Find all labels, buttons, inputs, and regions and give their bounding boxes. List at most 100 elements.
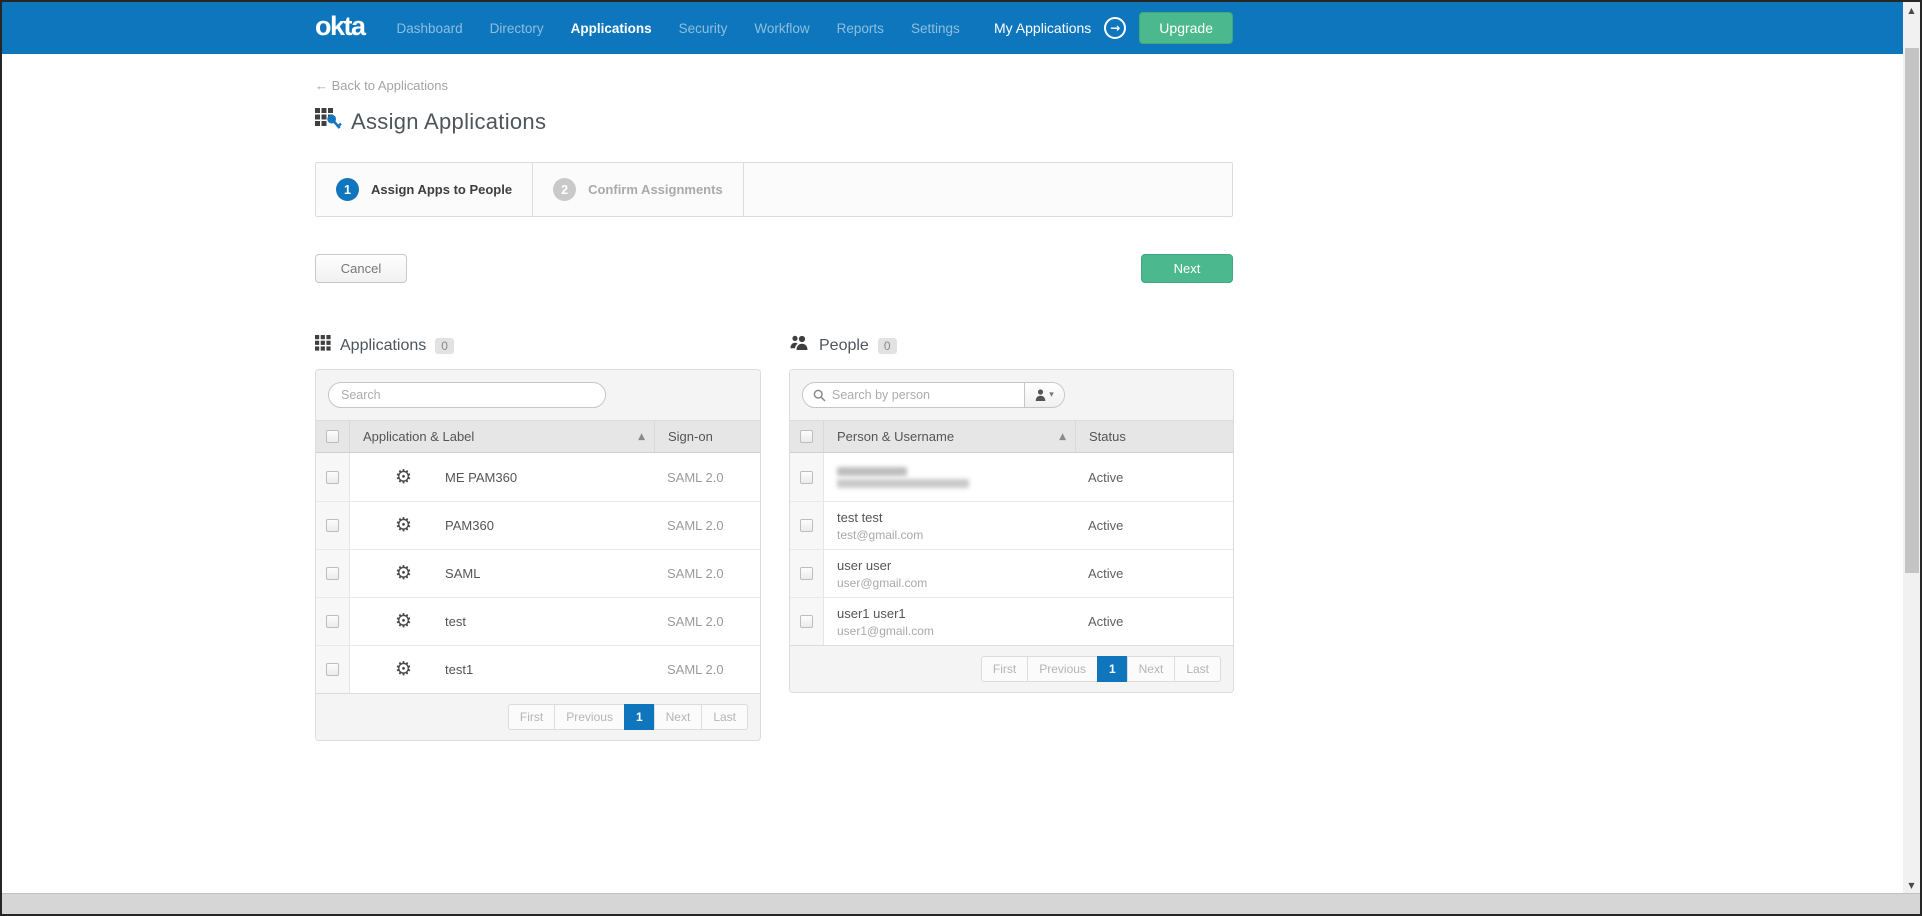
panels: Applications 0 Application & Label xyxy=(315,335,1234,769)
application-name: SAML xyxy=(445,566,481,581)
signon-column-header: Sign-on xyxy=(654,421,760,452)
step-assign-apps-to-people: 1 Assign Apps to People xyxy=(316,163,534,216)
assign-applications-icon xyxy=(315,107,342,136)
row-checkbox-cell xyxy=(790,550,824,597)
people-column: People 0 xyxy=(789,335,1234,693)
nav-item-security[interactable]: Security xyxy=(678,20,728,36)
person-status: Active xyxy=(1088,469,1124,485)
people-select-all-checkbox[interactable] xyxy=(800,430,813,443)
applications-column: Applications 0 Application & Label xyxy=(315,335,761,741)
application-row-checkbox[interactable] xyxy=(326,519,339,532)
person-status: Active xyxy=(1088,614,1124,629)
pagination-previous[interactable]: Previous xyxy=(554,704,625,730)
person-username: user@gmail.com xyxy=(837,575,928,590)
application-name: test1 xyxy=(445,662,474,677)
application-row-checkbox[interactable] xyxy=(326,663,339,676)
people-count-badge: 0 xyxy=(877,337,897,354)
applications-table-body: ⚙ ME PAM360 SAML 2.0 ⚙ PAM360 SAML 2.0 ⚙ SAML SA… xyxy=(316,453,760,693)
next-button[interactable]: Next xyxy=(1141,254,1233,283)
people-table-body: Active test test test@gmail.com Active user … xyxy=(790,453,1233,645)
applications-panel: Application & Label ▲ Sign-on ⚙ ME PAM360… xyxy=(315,369,761,741)
signon-value: SAML 2.0 xyxy=(667,662,724,677)
row-checkbox-cell xyxy=(316,453,350,501)
nav-item-directory[interactable]: Directory xyxy=(489,20,544,36)
pagination-first[interactable]: First xyxy=(980,656,1029,682)
applications-header-checkbox-cell xyxy=(316,421,350,452)
person-username: test@gmail.com xyxy=(837,527,924,542)
people-section-label: People xyxy=(819,336,869,354)
upgrade-button[interactable]: Upgrade xyxy=(1139,12,1233,44)
application-row-checkbox[interactable] xyxy=(326,567,339,580)
nav-right: My Applications → Upgrade xyxy=(994,12,1233,44)
pagination-last[interactable]: Last xyxy=(701,704,748,730)
people-pagination: First Previous 1 Next Last xyxy=(980,656,1221,682)
people-filter-dropdown[interactable]: ▾ xyxy=(1024,383,1064,407)
person-row-checkbox[interactable] xyxy=(800,567,813,580)
row-checkbox-cell xyxy=(790,453,824,501)
pagination-next[interactable]: Next xyxy=(1126,656,1176,682)
nav-links: Dashboard Directory Applications Security Wo… xyxy=(397,21,960,36)
page-content: okta Dashboard Directory Applications Secur… xyxy=(2,2,1903,893)
people-sort-header[interactable]: Person & Username ▲ xyxy=(824,421,1075,452)
pagination-first[interactable]: First xyxy=(507,704,556,730)
gear-icon: ⚙ xyxy=(395,514,413,536)
applications-select-all-checkbox[interactable] xyxy=(326,430,339,443)
people-section-title: People 0 xyxy=(789,335,1234,356)
person-row-checkbox[interactable] xyxy=(800,615,813,628)
pagination-last[interactable]: Last xyxy=(1174,656,1221,682)
nav-item-applications[interactable]: Applications xyxy=(570,20,652,36)
arrow-right-circle-icon[interactable]: → xyxy=(1104,17,1127,39)
page-title: Assign Applications xyxy=(315,107,1233,136)
scrollbar-down-button[interactable]: ▼ xyxy=(1908,880,1915,890)
signon-value: SAML 2.0 xyxy=(667,566,724,581)
cancel-button[interactable]: Cancel xyxy=(315,254,407,283)
gear-icon: ⚙ xyxy=(395,562,413,584)
application-row-checkbox[interactable] xyxy=(326,470,339,484)
people-search-control: ▾ xyxy=(802,382,1065,408)
my-applications-link[interactable]: My Applications xyxy=(994,20,1092,36)
nav-item-settings[interactable]: Settings xyxy=(910,20,960,36)
application-row: ⚙ ME PAM360 SAML 2.0 xyxy=(316,453,760,501)
nav-item-reports[interactable]: Reports xyxy=(836,20,884,36)
gear-icon: ⚙ xyxy=(395,610,413,632)
person-row: Active xyxy=(790,453,1233,501)
applications-table-header: Application & Label ▲ Sign-on xyxy=(316,421,760,453)
scrollbar-thumb[interactable] xyxy=(1905,48,1919,573)
top-nav: okta Dashboard Directory Applications Secur… xyxy=(2,2,1903,54)
applications-count-badge: 0 xyxy=(435,337,454,354)
person-status: Active xyxy=(1088,566,1124,581)
person-row: user user user@gmail.com Active xyxy=(790,549,1233,597)
person-cell: user user user@gmail.com xyxy=(824,550,1075,597)
application-row-checkbox[interactable] xyxy=(326,615,339,628)
okta-logo[interactable]: okta xyxy=(315,10,366,41)
back-to-applications-link[interactable]: ← Back to Applications xyxy=(315,78,448,93)
scrollbar-up-button[interactable]: ▲ xyxy=(1908,5,1915,15)
person-row-checkbox[interactable] xyxy=(800,519,813,532)
pagination-next[interactable]: Next xyxy=(653,704,703,730)
person-name: test test xyxy=(837,509,883,525)
applications-search-bar xyxy=(316,370,760,421)
applications-table-footer: First Previous 1 Next Last xyxy=(316,693,760,740)
pagination-1-current[interactable]: 1 xyxy=(1096,656,1128,682)
step-confirm-assignments: 2 Confirm Assignments xyxy=(533,163,744,216)
people-table-header: Person & Username ▲ Status xyxy=(790,421,1233,453)
sort-asc-icon: ▲ xyxy=(638,431,645,442)
application-name: test xyxy=(445,614,467,629)
application-row: ⚙ test SAML 2.0 xyxy=(316,597,760,645)
person-status: Active xyxy=(1088,518,1124,533)
nav-item-dashboard[interactable]: Dashboard xyxy=(396,20,463,36)
nav-item-workflow[interactable]: Workflow xyxy=(754,20,810,36)
people-search-bar: ▾ xyxy=(790,370,1233,421)
pagination-1-current[interactable]: 1 xyxy=(623,704,655,730)
person-cell xyxy=(824,453,1075,501)
person-row-checkbox[interactable] xyxy=(800,470,813,484)
people-search-input[interactable] xyxy=(826,383,1024,407)
applications-sort-header[interactable]: Application & Label ▲ xyxy=(350,421,654,452)
gear-icon: ⚙ xyxy=(395,658,413,680)
pagination-previous[interactable]: Previous xyxy=(1027,656,1098,682)
application-cell: ⚙ test xyxy=(350,598,654,645)
person-name: user1 user1 xyxy=(837,605,906,621)
applications-search-input[interactable] xyxy=(328,382,606,408)
person-username: user1@gmail.com xyxy=(837,623,934,638)
